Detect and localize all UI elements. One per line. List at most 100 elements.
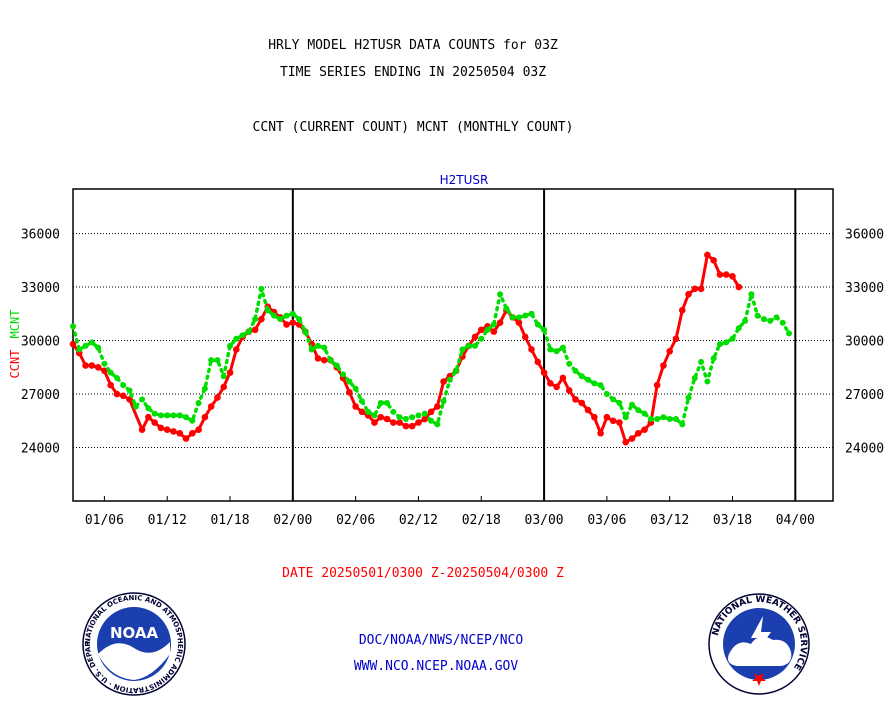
data-point-mcnt	[296, 316, 303, 323]
data-point-mcnt	[428, 417, 435, 424]
data-point-ccnt	[94, 363, 102, 371]
date-range-label: DATE 20250501/0300 Z-20250504/0300 Z	[282, 566, 564, 581]
data-point-ccnt	[471, 333, 479, 341]
data-point-mcnt	[340, 371, 347, 378]
x-tick-label: 02/00	[273, 513, 312, 528]
data-point-mcnt	[402, 415, 409, 422]
svg-text:NOAA: NOAA	[110, 624, 159, 642]
data-point-ccnt	[609, 417, 617, 425]
data-point-ccnt	[352, 403, 359, 410]
data-point-ccnt	[163, 426, 171, 433]
data-point-mcnt	[578, 373, 585, 380]
data-point-ccnt	[704, 251, 711, 259]
data-point-mcnt	[145, 405, 152, 412]
org-path-link[interactable]: DOC/NOAA/NWS/NCEP/NCO	[358, 633, 524, 648]
data-point-ccnt	[145, 413, 152, 421]
data-point-ccnt	[408, 422, 416, 430]
panel-label: H2TUSR	[440, 173, 489, 187]
data-point-mcnt	[289, 310, 296, 317]
data-point-ccnt	[653, 381, 661, 389]
data-point-mcnt	[672, 415, 679, 422]
data-point-mcnt	[453, 367, 460, 374]
data-point-ccnt	[628, 435, 636, 442]
data-point-mcnt	[245, 328, 252, 335]
data-point-mcnt	[358, 398, 365, 405]
data-point-mcnt	[647, 415, 654, 422]
data-point-mcnt	[572, 367, 579, 374]
data-point-mcnt	[76, 346, 83, 353]
noaa-logo-icon: NOAA NATIONAL OCEANIC AND ATMOSPHERIC AD…	[80, 592, 186, 696]
data-point-ccnt	[477, 326, 485, 334]
data-point-ccnt	[641, 426, 648, 433]
x-tick-label: 03/06	[587, 513, 626, 528]
data-point-mcnt	[308, 346, 315, 353]
data-point-mcnt	[666, 415, 673, 422]
data-point-mcnt	[164, 412, 171, 419]
data-point-ccnt	[233, 346, 240, 353]
data-point-ccnt	[377, 413, 385, 421]
data-point-mcnt	[101, 360, 108, 367]
website-link[interactable]: WWW.NCO.NCEP.NOAA.GOV	[353, 659, 519, 674]
data-point-ccnt	[289, 319, 297, 327]
data-point-mcnt	[352, 385, 359, 392]
data-point-ccnt	[189, 429, 196, 437]
data-point-mcnt	[264, 307, 271, 314]
data-point-ccnt	[528, 346, 535, 353]
data-point-mcnt	[258, 285, 265, 292]
data-point-mcnt	[786, 330, 793, 337]
data-point-mcnt	[396, 414, 403, 421]
data-point-ccnt	[220, 383, 228, 391]
nws-logo-icon: NATIONAL WEATHER SERVICE	[708, 593, 810, 695]
chart-title-line1: HRLY MODEL H2TUSR DATA COUNTS for 03Z	[268, 38, 558, 53]
data-point-mcnt	[195, 399, 202, 406]
data-point-ccnt	[597, 429, 604, 437]
data-point-mcnt	[176, 412, 183, 419]
y-tick-label-right: 24000	[845, 442, 884, 457]
data-point-mcnt	[220, 373, 227, 380]
data-point-ccnt	[107, 381, 114, 389]
data-point-ccnt	[396, 419, 403, 426]
data-point-mcnt	[270, 312, 277, 319]
data-point-mcnt	[522, 312, 529, 319]
data-point-mcnt	[157, 412, 164, 419]
data-point-ccnt	[572, 396, 579, 403]
data-point-mcnt	[151, 410, 158, 417]
data-point-mcnt	[365, 408, 372, 415]
x-tick-label: 02/18	[462, 513, 501, 528]
data-point-ccnt	[383, 415, 391, 423]
data-point-ccnt	[182, 435, 190, 442]
data-point-ccnt	[427, 408, 435, 416]
data-point-ccnt	[138, 426, 146, 433]
data-point-mcnt	[327, 357, 334, 364]
data-point-mcnt	[88, 339, 95, 346]
data-point-mcnt	[729, 335, 736, 342]
data-point-mcnt	[283, 312, 290, 319]
data-point-mcnt	[490, 321, 497, 328]
data-point-mcnt	[654, 415, 661, 422]
y-tick-label-right: 30000	[845, 335, 884, 350]
data-point-mcnt	[277, 316, 284, 323]
data-point-ccnt	[559, 374, 567, 382]
data-point-mcnt	[773, 314, 780, 321]
data-point-mcnt	[459, 346, 466, 353]
data-point-mcnt	[132, 403, 139, 410]
data-point-mcnt	[566, 360, 573, 367]
data-point-mcnt	[534, 321, 541, 328]
data-point-mcnt	[446, 376, 453, 383]
data-point-mcnt	[679, 421, 686, 428]
data-point-mcnt	[704, 378, 711, 385]
data-point-mcnt	[239, 332, 246, 339]
data-point-mcnt	[471, 342, 478, 349]
data-point-ccnt	[119, 392, 127, 400]
data-point-mcnt	[302, 328, 309, 335]
data-point-ccnt	[251, 326, 259, 334]
data-point-mcnt	[754, 312, 761, 319]
data-point-ccnt	[402, 422, 410, 430]
y-tick-label-left: 30000	[21, 335, 60, 350]
x-tick-label: 04/00	[776, 513, 815, 528]
data-point-ccnt	[157, 424, 165, 432]
data-point-ccnt	[729, 273, 736, 280]
data-point-ccnt	[616, 419, 623, 426]
data-point-mcnt	[126, 387, 133, 394]
data-point-mcnt	[107, 369, 114, 376]
